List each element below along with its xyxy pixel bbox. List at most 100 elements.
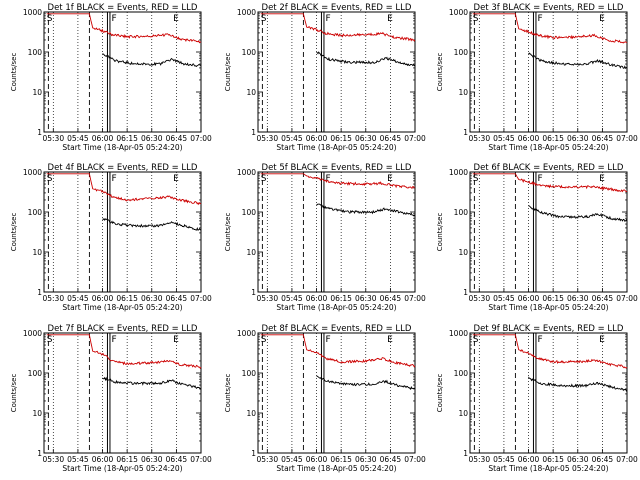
x-tick-label: 06:30 xyxy=(355,455,377,464)
x-tick-label: 05:30 xyxy=(468,134,490,143)
chart-title: Det 6f BLACK = Events, RED = LLD xyxy=(474,163,624,173)
marker-label-e: E xyxy=(387,335,393,345)
panel-det-4f: Det 4f BLACK = Events, RED = LLD 1 10 100 10… xyxy=(10,163,212,312)
x-tick-label: 05:45 xyxy=(67,455,89,464)
y-tick-label: 100 xyxy=(28,48,43,57)
marker-label-e: E xyxy=(173,14,179,24)
x-tick-label: 06:30 xyxy=(141,134,163,143)
series-line-events xyxy=(102,53,202,68)
plot-frame xyxy=(257,11,416,133)
x-axis-label: Start Time (18-Apr-05 05:24:20) xyxy=(276,143,396,152)
x-tick-label: 05:45 xyxy=(493,134,515,143)
x-tick-label: 06:45 xyxy=(592,294,614,303)
x-tick-label: 06:00 xyxy=(92,134,114,143)
plot-frame xyxy=(43,171,202,293)
x-axis-label: Start Time (18-Apr-05 05:24:20) xyxy=(276,303,396,312)
x-tick-label: 05:30 xyxy=(256,294,278,303)
panel-det-8f: Det 8f BLACK = Events, RED = LLD 1 10 100 10… xyxy=(224,324,426,473)
series-line-lld xyxy=(46,13,202,44)
y-tick-label: 1 xyxy=(37,449,42,458)
marker-label-e: E xyxy=(599,174,605,184)
marker-label-e: E xyxy=(387,174,393,184)
marker-label-f: F xyxy=(537,14,542,24)
x-tick-label: 06:00 xyxy=(306,455,328,464)
marker-label-e: E xyxy=(173,174,179,184)
y-tick-label: 1000 xyxy=(23,168,42,177)
y-axis-label: Counts/sec xyxy=(10,53,18,92)
x-tick-label: 06:30 xyxy=(355,294,377,303)
x-tick-label: 06:15 xyxy=(330,455,352,464)
y-tick-label: 100 xyxy=(28,208,43,217)
marker-label-s: S xyxy=(47,174,53,184)
x-tick-label: 06:30 xyxy=(141,455,163,464)
y-tick-label: 1000 xyxy=(449,329,468,338)
x-tick-label: 06:00 xyxy=(306,134,328,143)
y-tick-label: 10 xyxy=(458,409,468,418)
x-axis-label: Start Time (18-Apr-05 05:24:20) xyxy=(62,143,182,152)
panel-det-3f: Det 3f BLACK = Events, RED = LLD 1 10 100 10… xyxy=(436,3,638,152)
plot-frame xyxy=(43,11,202,133)
x-tick-label: 06:45 xyxy=(166,294,188,303)
y-tick-label: 100 xyxy=(242,208,257,217)
chart-title: Det 7f BLACK = Events, RED = LLD xyxy=(48,324,198,334)
y-tick-label: 1 xyxy=(37,288,42,297)
series-line-lld xyxy=(260,173,416,190)
y-tick-label: 100 xyxy=(28,369,43,378)
y-tick-label: 10 xyxy=(246,248,256,257)
x-tick-label: 05:30 xyxy=(468,294,490,303)
x-tick-label: 06:15 xyxy=(116,134,138,143)
x-tick-label: 06:45 xyxy=(166,455,188,464)
y-axis-label: Counts/sec xyxy=(436,213,444,252)
y-axis-label: Counts/sec xyxy=(224,53,232,92)
series-line-lld xyxy=(472,13,628,44)
x-tick-label: 06:15 xyxy=(116,455,138,464)
y-axis-label: Counts/sec xyxy=(224,213,232,252)
y-tick-label: 10 xyxy=(246,409,256,418)
y-tick-label: 1 xyxy=(463,449,468,458)
marker-label-s: S xyxy=(261,14,267,24)
series-line-lld xyxy=(260,13,416,42)
plot-frame xyxy=(469,171,628,293)
x-tick-label: 06:45 xyxy=(380,294,402,303)
x-tick-label: 07:00 xyxy=(616,455,638,464)
plot-frame xyxy=(469,332,628,454)
x-tick-label: 06:15 xyxy=(116,294,138,303)
x-axis-label: Start Time (18-Apr-05 05:24:20) xyxy=(488,464,608,473)
marker-label-f: F xyxy=(537,174,542,184)
series-line-events xyxy=(102,217,202,231)
x-tick-label: 06:15 xyxy=(330,134,352,143)
y-tick-label: 1000 xyxy=(449,168,468,177)
series-line-lld xyxy=(472,173,628,193)
y-tick-label: 10 xyxy=(32,409,42,418)
x-tick-label: 05:30 xyxy=(468,455,490,464)
x-axis-label: Start Time (18-Apr-05 05:24:20) xyxy=(276,464,396,473)
x-tick-label: 06:00 xyxy=(518,294,540,303)
panel-det-6f: Det 6f BLACK = Events, RED = LLD 1 10 100 10… xyxy=(436,163,638,312)
y-tick-label: 1 xyxy=(463,128,468,137)
y-tick-label: 100 xyxy=(454,208,469,217)
x-tick-label: 05:45 xyxy=(281,134,303,143)
panel-det-7f: Det 7f BLACK = Events, RED = LLD 1 10 100 10… xyxy=(10,324,212,473)
x-tick-label: 06:30 xyxy=(567,455,589,464)
x-tick-label: 06:00 xyxy=(518,134,540,143)
series-line-events xyxy=(528,205,628,222)
series-line-events xyxy=(316,51,416,67)
chart-title: Det 1f BLACK = Events, RED = LLD xyxy=(48,3,198,13)
x-tick-label: 06:45 xyxy=(592,455,614,464)
x-axis-label: Start Time (18-Apr-05 05:24:20) xyxy=(488,143,608,152)
series-line-events xyxy=(528,52,628,69)
chart-title: Det 3f BLACK = Events, RED = LLD xyxy=(474,3,624,13)
x-tick-label: 05:45 xyxy=(493,294,515,303)
y-tick-label: 10 xyxy=(32,88,42,97)
x-tick-label: 05:30 xyxy=(256,134,278,143)
marker-label-s: S xyxy=(261,174,267,184)
y-tick-label: 10 xyxy=(246,88,256,97)
series-line-events xyxy=(102,376,202,390)
y-tick-label: 1 xyxy=(463,288,468,297)
x-tick-label: 06:30 xyxy=(567,294,589,303)
chart-title: Det 2f BLACK = Events, RED = LLD xyxy=(262,3,412,13)
x-tick-label: 06:45 xyxy=(380,134,402,143)
y-tick-label: 10 xyxy=(458,88,468,97)
marker-label-e: E xyxy=(173,335,179,345)
chart-title: Det 9f BLACK = Events, RED = LLD xyxy=(474,324,624,334)
